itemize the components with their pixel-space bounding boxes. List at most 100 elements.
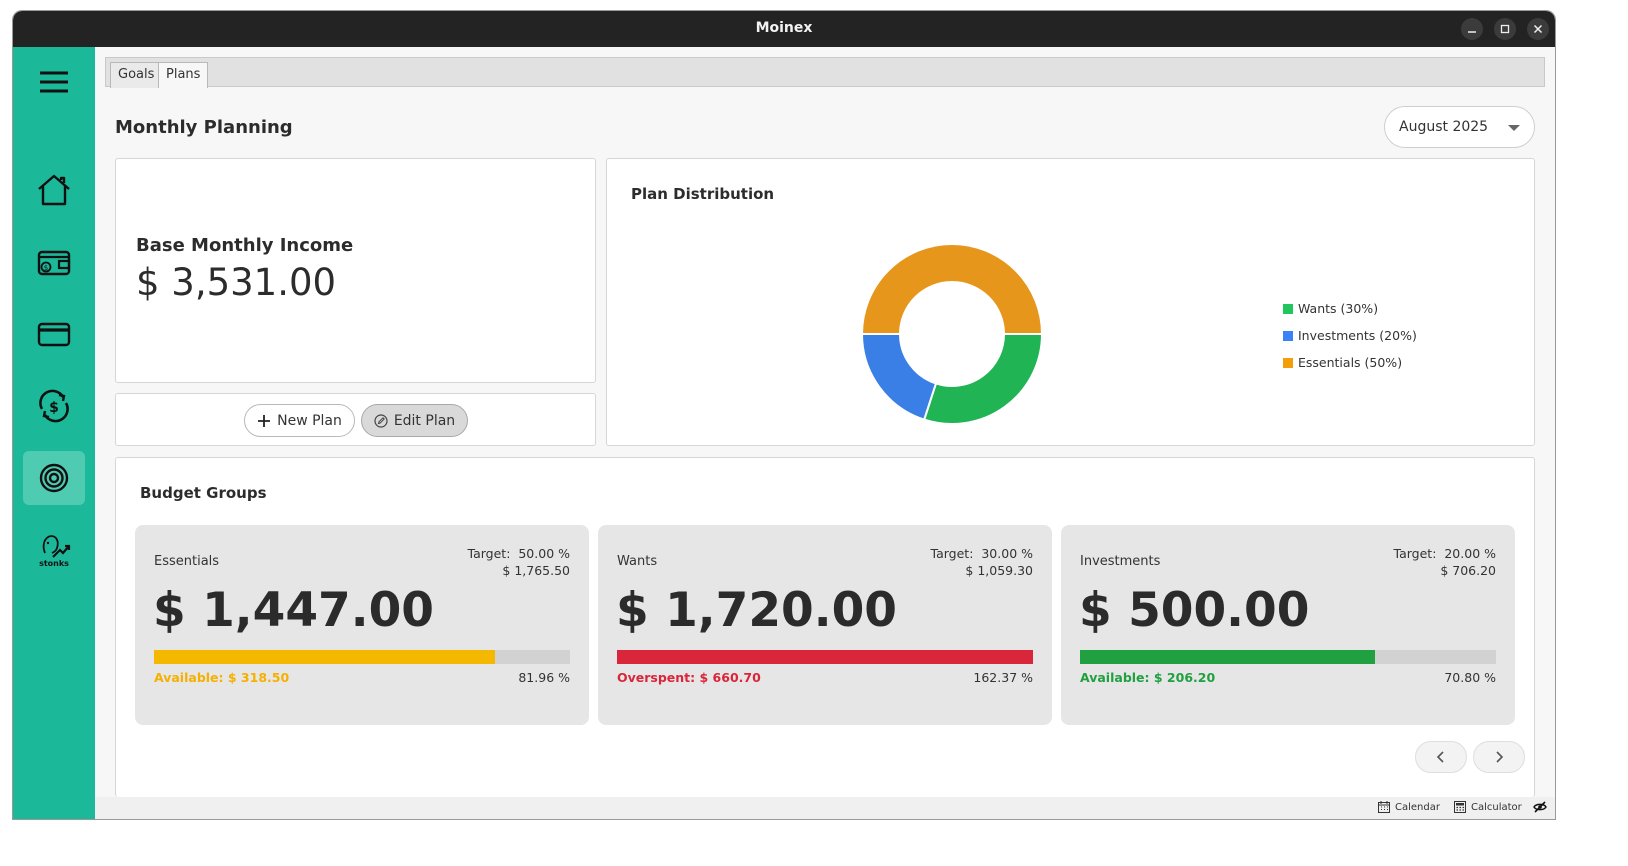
calculator-icon xyxy=(1454,801,1466,813)
donut-slice-wants xyxy=(922,333,1044,425)
home-icon xyxy=(38,174,70,206)
status-bar: Calendar Calculator xyxy=(95,797,1555,819)
income-label: Base Monthly Income xyxy=(136,235,354,256)
target-amount: $ 706.20 xyxy=(1440,563,1496,578)
budget-progress-fill xyxy=(1080,650,1375,664)
budget-group-investments: Investments Target: 20.00 % $ 706.20 $ 5… xyxy=(1061,525,1515,725)
budget-group-name: Essentials xyxy=(154,554,220,569)
title-bar: Moinex xyxy=(13,11,1555,47)
minimize-button[interactable] xyxy=(1461,18,1483,40)
calculator-tool[interactable]: Calculator xyxy=(1453,800,1522,814)
app-window: Moinex $ $ stonks xyxy=(13,11,1555,819)
legend-item-investments: Investments (20%) xyxy=(1283,322,1417,349)
close-icon xyxy=(1533,24,1543,34)
recurring-transactions-icon: $ xyxy=(39,389,69,423)
chevron-down-icon xyxy=(1508,125,1520,131)
budget-group-percent: 81.96 % xyxy=(518,670,570,685)
calculator-label: Calculator xyxy=(1471,801,1522,813)
new-plan-label: New Plan xyxy=(277,412,342,429)
edit-plan-button[interactable]: Edit Plan xyxy=(361,404,468,437)
legend-swatch-essentials xyxy=(1283,357,1293,368)
budget-progress-fill xyxy=(154,650,495,664)
window-title: Moinex xyxy=(755,20,813,36)
stonks-icon: stonks xyxy=(39,535,71,568)
maximize-icon xyxy=(1500,24,1510,34)
sidebar-item-recurring[interactable]: $ xyxy=(23,379,85,433)
tab-plans[interactable]: Plans xyxy=(158,62,209,88)
edit-plan-label: Edit Plan xyxy=(393,412,456,429)
svg-text:$: $ xyxy=(44,264,48,272)
budget-progress-bar xyxy=(154,650,570,664)
budget-group-amount: $ 500.00 xyxy=(1079,583,1310,638)
plan-actions-card: New Plan Edit Plan xyxy=(115,393,596,446)
budget-group-wants: Wants Target: 30.00 % $ 1,059.30 $ 1,720… xyxy=(598,525,1052,725)
svg-text:$: $ xyxy=(49,400,59,416)
calendar-tool[interactable]: Calendar xyxy=(1377,800,1440,814)
svg-text:stonks: stonks xyxy=(39,559,69,568)
plan-distribution-card: Plan Distribution Wants (30%) Investment… xyxy=(606,158,1535,446)
menu-icon xyxy=(40,71,68,93)
budget-group-target: Target: 30.00 % $ 1,059.30 xyxy=(931,545,1033,579)
chart-legend: Wants (30%) Investments (20%) Essentials… xyxy=(1283,295,1417,376)
budget-group-target: Target: 20.00 % $ 706.20 xyxy=(1394,545,1496,579)
hide-values-toggle[interactable] xyxy=(1533,800,1547,814)
target-icon xyxy=(39,463,69,493)
credit-card-icon xyxy=(37,322,71,347)
budget-groups-card: Budget Groups Essentials Target: 50.00 %… xyxy=(115,457,1535,797)
plan-distribution-title: Plan Distribution xyxy=(631,185,775,203)
budget-progress-fill xyxy=(617,650,1033,664)
budget-group-essentials: Essentials Target: 50.00 % $ 1,765.50 $ … xyxy=(135,525,589,725)
month-select-value: August 2025 xyxy=(1399,119,1489,135)
sidebar-item-credit-cards[interactable] xyxy=(23,307,85,361)
next-page-button[interactable] xyxy=(1473,741,1525,773)
legend-label-essentials: Essentials (50%) xyxy=(1298,355,1403,370)
budget-group-target: Target: 50.00 % $ 1,765.50 xyxy=(468,545,570,579)
plus-icon xyxy=(258,414,271,427)
chevron-left-icon xyxy=(1436,751,1444,763)
sidebar-item-goals-plans[interactable] xyxy=(23,451,85,505)
minimize-icon xyxy=(1468,31,1476,33)
sidebar: $ $ stonks xyxy=(13,47,95,819)
target-label: Target: xyxy=(467,546,511,561)
wallet-icon: $ xyxy=(37,250,71,276)
legend-swatch-investments xyxy=(1283,330,1293,341)
budget-group-status: Available: $ 206.20 xyxy=(1080,670,1216,685)
budget-group-name: Wants xyxy=(617,554,658,569)
legend-label-investments: Investments (20%) xyxy=(1298,328,1417,343)
target-amount: $ 1,059.30 xyxy=(965,563,1033,578)
income-card: Base Monthly Income $ 3,531.00 xyxy=(115,158,596,383)
budget-group-status: Overspent: $ 660.70 xyxy=(617,670,761,685)
sidebar-item-stonks[interactable]: stonks xyxy=(23,523,85,577)
target-label: Target: xyxy=(930,546,974,561)
donut-slice-investments xyxy=(860,333,938,421)
chevron-right-icon xyxy=(1496,751,1504,763)
budget-group-status: Available: $ 318.50 xyxy=(154,670,290,685)
target-percent: 50.00 % xyxy=(518,546,570,561)
previous-page-button[interactable] xyxy=(1415,741,1467,773)
budget-progress-bar xyxy=(617,650,1033,664)
close-button[interactable] xyxy=(1527,18,1549,40)
sidebar-item-home[interactable] xyxy=(23,163,85,217)
budget-groups-title: Budget Groups xyxy=(140,484,267,502)
budget-progress-bar xyxy=(1080,650,1496,664)
target-percent: 30.00 % xyxy=(981,546,1033,561)
income-value: $ 3,531.00 xyxy=(136,261,337,304)
budget-group-percent: 162.37 % xyxy=(973,670,1033,685)
budget-group-percent: 70.80 % xyxy=(1444,670,1496,685)
legend-item-essentials: Essentials (50%) xyxy=(1283,349,1417,376)
budget-group-name: Investments xyxy=(1080,554,1161,569)
tab-goals[interactable]: Goals xyxy=(110,62,163,88)
month-select[interactable]: August 2025 xyxy=(1384,106,1535,148)
plan-distribution-donut xyxy=(860,243,1044,425)
eye-off-icon xyxy=(1533,801,1547,813)
maximize-button[interactable] xyxy=(1494,18,1516,40)
budget-group-amount: $ 1,720.00 xyxy=(616,583,897,638)
sidebar-item-wallets[interactable]: $ xyxy=(23,235,85,289)
budget-group-amount: $ 1,447.00 xyxy=(153,583,434,638)
sidebar-menu-button[interactable] xyxy=(23,55,85,109)
new-plan-button[interactable]: New Plan xyxy=(244,404,355,437)
page-title: Monthly Planning xyxy=(115,117,293,138)
legend-label-wants: Wants (30%) xyxy=(1298,301,1379,316)
legend-item-wants: Wants (30%) xyxy=(1283,295,1417,322)
target-label: Target: xyxy=(1393,546,1437,561)
